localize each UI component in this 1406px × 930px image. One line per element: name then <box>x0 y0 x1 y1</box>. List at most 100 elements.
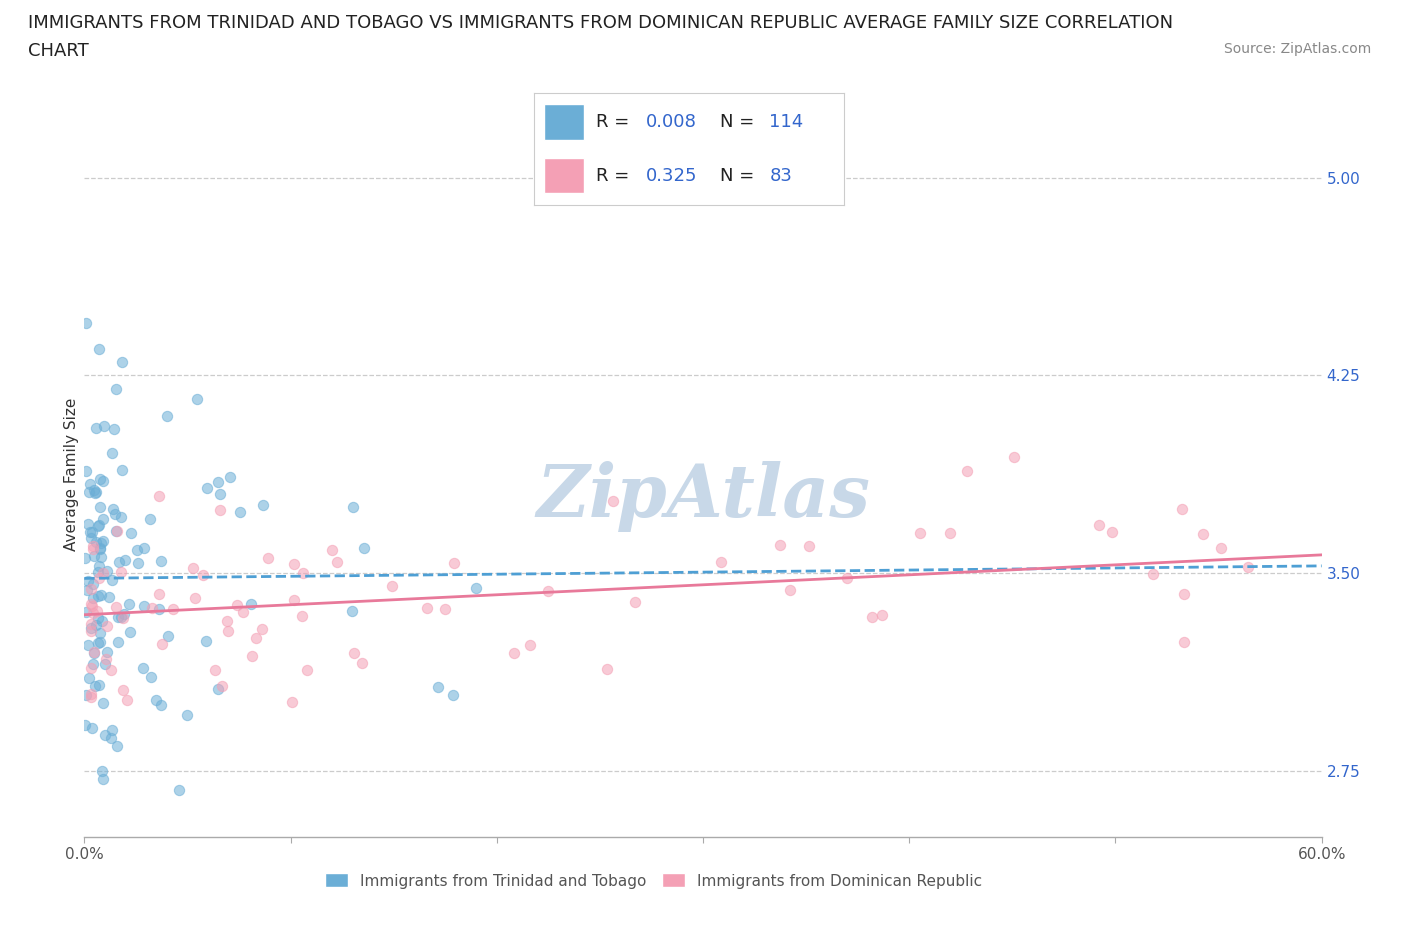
Point <box>149 553 172 568</box>
Point <box>96 618 118 633</box>
Point <box>103 421 125 436</box>
Point <box>148 586 170 601</box>
Point <box>148 602 170 617</box>
Point <box>1192 527 1215 542</box>
Point <box>252 498 274 512</box>
Point <box>433 602 456 617</box>
Point <box>87 589 110 604</box>
Point <box>150 637 173 652</box>
Point <box>139 512 162 527</box>
Point <box>86 518 108 533</box>
Point <box>82 525 104 539</box>
Y-axis label: Average Family Size: Average Family Size <box>63 398 79 551</box>
Point <box>195 480 218 495</box>
Point <box>89 499 111 514</box>
Point <box>139 670 162 684</box>
Point <box>229 504 252 519</box>
Point <box>110 565 132 579</box>
Point <box>75 604 97 619</box>
Point <box>82 721 104 736</box>
Point <box>75 717 97 732</box>
Point <box>710 555 733 570</box>
Text: N =: N = <box>720 166 759 184</box>
Point <box>80 581 103 596</box>
Point <box>77 637 100 652</box>
Point <box>252 621 274 636</box>
Point <box>176 708 198 723</box>
Point <box>77 485 100 499</box>
Point <box>141 601 163 616</box>
Point <box>87 678 110 693</box>
Point <box>799 538 821 553</box>
Point <box>939 525 962 540</box>
Point <box>209 486 232 501</box>
Point <box>89 518 111 533</box>
Point <box>326 555 349 570</box>
Point <box>208 502 231 517</box>
Point <box>162 602 184 617</box>
Point <box>127 543 149 558</box>
Point <box>416 600 439 615</box>
Point <box>82 542 104 557</box>
Point <box>87 341 110 356</box>
Point <box>465 580 488 595</box>
Point <box>860 610 883 625</box>
Legend: Immigrants from Trinidad and Tobago, Immigrants from Dominican Republic: Immigrants from Trinidad and Tobago, Imm… <box>319 868 988 895</box>
Point <box>112 683 135 698</box>
Point <box>908 525 931 540</box>
Point <box>204 662 226 677</box>
Point <box>104 507 127 522</box>
Point <box>86 611 108 626</box>
Point <box>1142 567 1164 582</box>
Point <box>77 574 100 589</box>
Point <box>114 552 136 567</box>
Point <box>342 604 364 618</box>
Point <box>342 499 364 514</box>
Point <box>297 663 319 678</box>
Point <box>956 464 979 479</box>
Point <box>148 488 170 503</box>
Point <box>101 723 124 737</box>
Point <box>1004 450 1026 465</box>
Point <box>89 626 111 641</box>
Point <box>602 494 624 509</box>
Point <box>84 679 107 694</box>
Point <box>93 418 115 433</box>
Point <box>245 631 267 645</box>
Point <box>343 646 366 661</box>
Point <box>321 543 343 558</box>
Point <box>207 682 229 697</box>
Point <box>291 566 314 581</box>
Point <box>191 568 214 583</box>
Text: ZipAtlas: ZipAtlas <box>536 460 870 532</box>
Point <box>79 623 101 638</box>
Point <box>186 392 208 406</box>
Point <box>84 420 107 435</box>
Point <box>118 625 141 640</box>
Point <box>83 548 105 563</box>
Point <box>87 571 110 586</box>
Point <box>219 470 242 485</box>
Point <box>80 599 103 614</box>
Point <box>211 678 233 693</box>
Point <box>350 656 373 671</box>
Point <box>596 661 619 676</box>
Point <box>91 473 114 488</box>
Point <box>145 692 167 707</box>
Point <box>353 540 375 555</box>
Point <box>156 409 179 424</box>
Point <box>101 501 124 516</box>
Point <box>76 516 98 531</box>
Point <box>107 635 129 650</box>
Point <box>184 591 207 605</box>
Point <box>1171 501 1194 516</box>
Point <box>107 739 129 754</box>
Point <box>207 474 229 489</box>
Point <box>80 531 103 546</box>
Point <box>87 635 110 650</box>
Point <box>100 731 122 746</box>
Point <box>768 538 790 552</box>
Text: R =: R = <box>596 113 636 131</box>
Point <box>79 477 101 492</box>
Point <box>240 596 263 611</box>
